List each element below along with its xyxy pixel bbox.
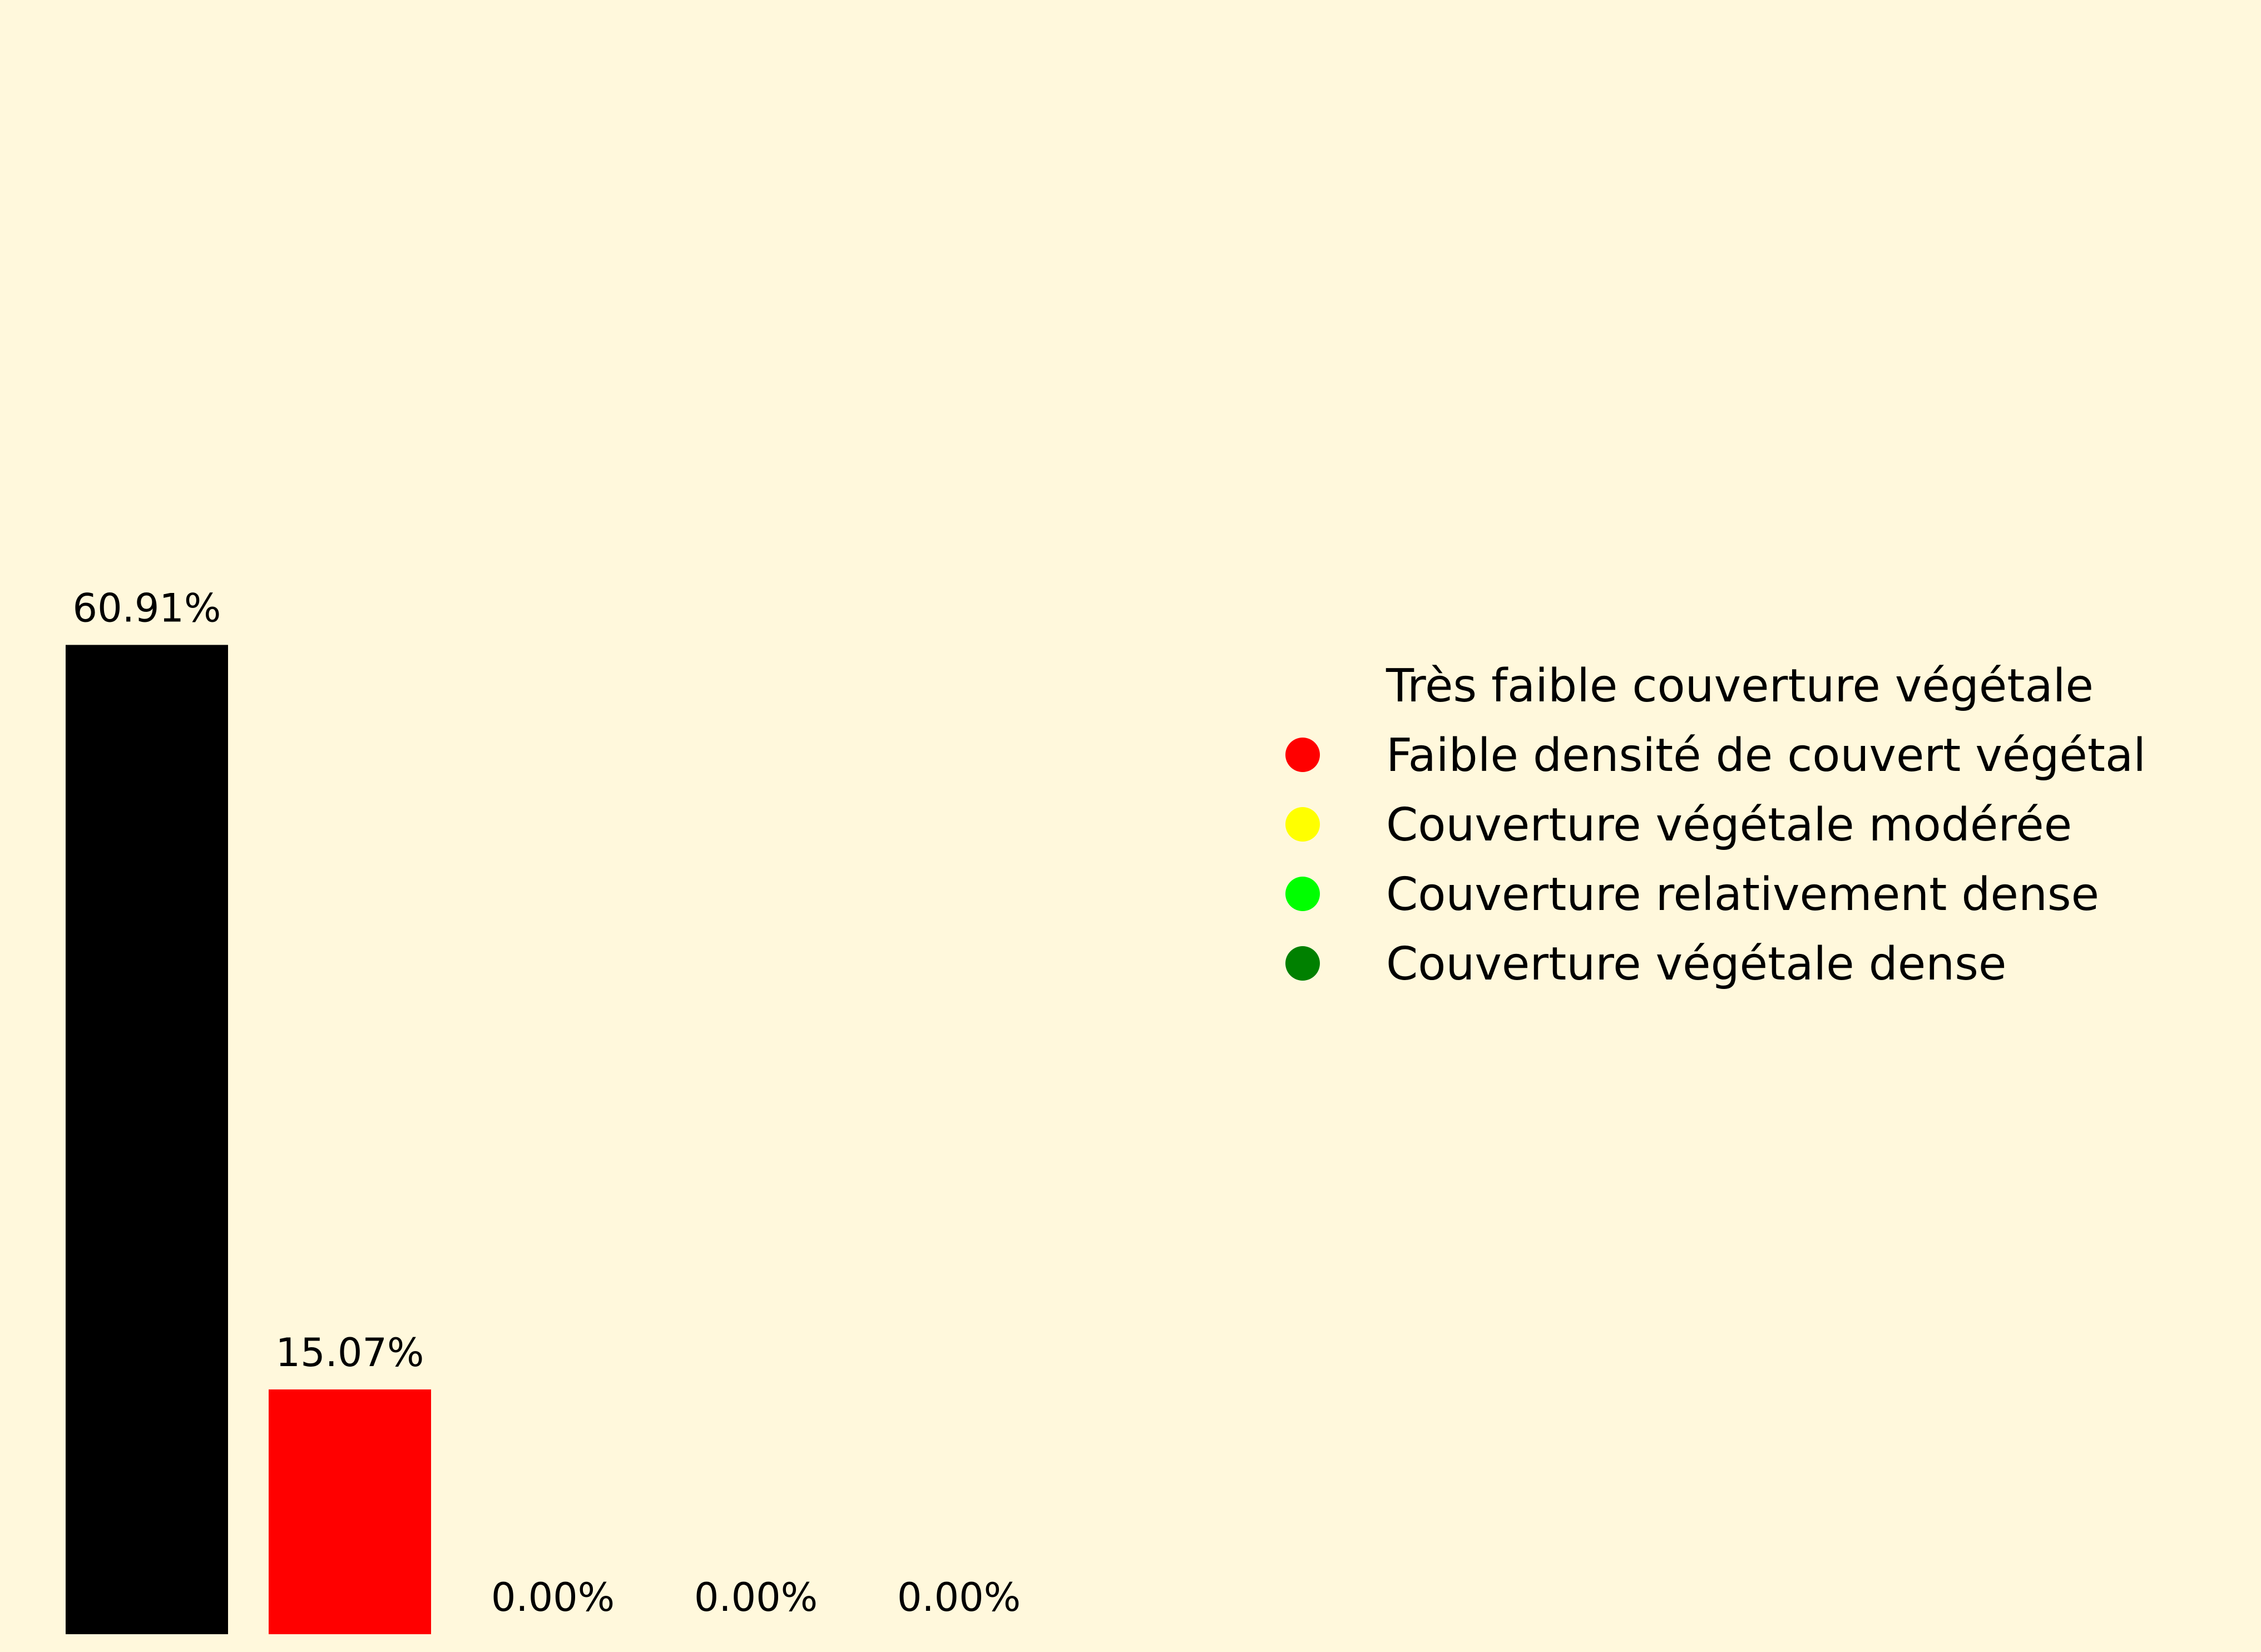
bar-2 [269, 1389, 431, 1634]
legend-label-4: Couverture relativement dense [1386, 868, 2099, 921]
bar-value-label-2: 15.07% [276, 1330, 424, 1376]
legend-marker-5 [1285, 946, 1320, 981]
bar-value-label-1: 60.91% [73, 585, 221, 631]
bar-1 [66, 645, 228, 1634]
legend-label-2: Faible densité de couvert végétal [1386, 729, 2146, 782]
bar-value-label-3: 0.00% [491, 1575, 615, 1620]
bar-value-label-4: 0.00% [694, 1575, 818, 1620]
legend-marker-1 [1285, 668, 1320, 703]
legend-marker-3 [1285, 807, 1320, 842]
legend-label-1: Très faible couverture végétale [1386, 660, 2094, 713]
legend: Très faible couverture végétale Faible de… [1285, 660, 2146, 991]
bar-labels-group: 60.91% 15.07% 0.00% 0.00% 0.00% [73, 585, 1021, 1620]
bar-value-label-5: 0.00% [897, 1575, 1021, 1620]
legend-label-3: Couverture végétale modérée [1386, 799, 2072, 852]
legend-label-5: Couverture végétale dense [1386, 938, 2006, 991]
legend-marker-2 [1285, 738, 1320, 772]
legend-marker-4 [1285, 877, 1320, 911]
bars-group [66, 645, 431, 1634]
